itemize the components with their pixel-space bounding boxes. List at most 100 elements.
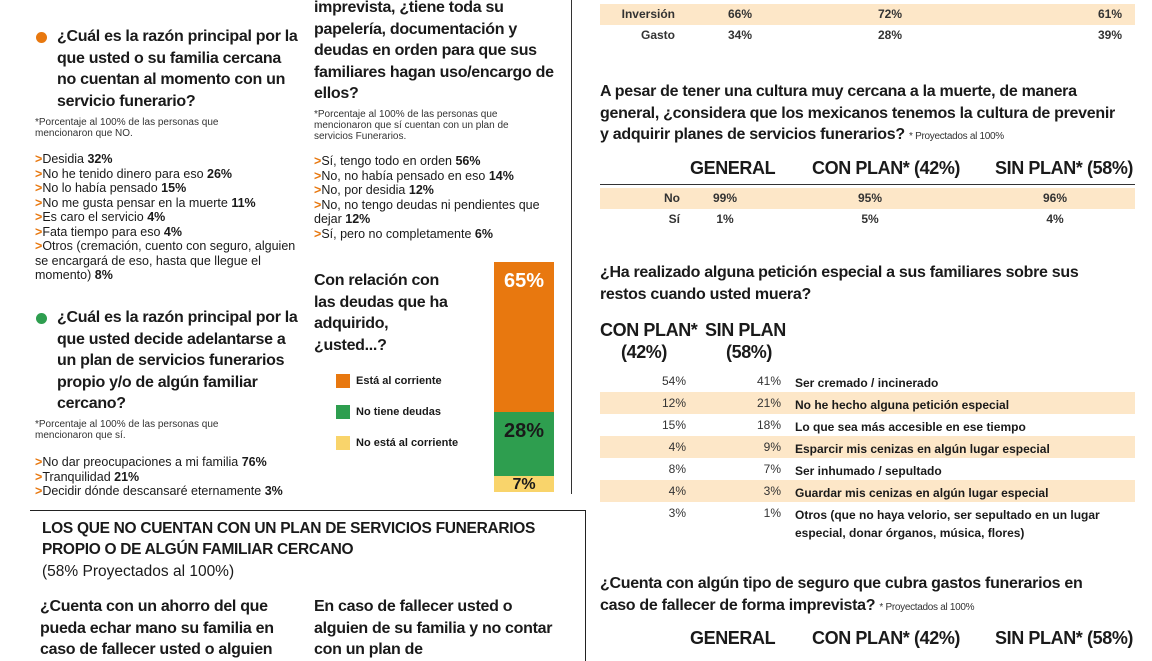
table-cell: 4% bbox=[668, 440, 686, 454]
answer-value: 11% bbox=[231, 195, 256, 210]
answer-list: >Sí, tengo todo en orden 56% >No, no habí… bbox=[314, 154, 559, 241]
answer-text: Ser inhumado / sepultado bbox=[795, 464, 942, 478]
data-label: 65% bbox=[503, 270, 545, 292]
answer: >Otros (cremación, cuento con seguro, al… bbox=[35, 239, 297, 283]
answer: >No, no tengo deudas ni pendientes que d… bbox=[314, 198, 559, 227]
table-cell: No bbox=[664, 191, 680, 205]
table-cell: Gasto bbox=[640, 28, 675, 42]
bullet: > bbox=[314, 183, 322, 197]
answer: >No lo había pensado 15% bbox=[35, 181, 297, 196]
note: *Porcentaje al 100% de las personas que … bbox=[314, 109, 509, 142]
table-cell: 7% bbox=[763, 462, 781, 476]
question: ¿Cuenta con un ahorro del que pueda echa… bbox=[40, 598, 274, 658]
bullet: > bbox=[35, 224, 43, 239]
question: ¿Cuenta con algún tipo de seguro que cub… bbox=[600, 573, 1120, 616]
column-header: (42%) bbox=[620, 342, 667, 362]
table-cell: 95% bbox=[857, 191, 883, 205]
table-cell: 3% bbox=[668, 506, 686, 520]
answer-text: Tranquilidad bbox=[42, 469, 111, 484]
column-header: CON PLAN* (42%) bbox=[812, 628, 961, 648]
table-cell: 39% bbox=[1097, 28, 1123, 42]
column-header: (58%) bbox=[725, 342, 772, 362]
legend-swatch bbox=[336, 436, 350, 450]
column-header: GENERAL bbox=[690, 158, 776, 178]
answer-text: Sí, pero no completamente bbox=[321, 226, 472, 241]
green-bullet bbox=[36, 313, 47, 324]
question: imprevista, ¿tiene toda su papelería, do… bbox=[314, 0, 554, 102]
answer-value: 12% bbox=[408, 183, 434, 197]
table-cell: 21% bbox=[756, 396, 781, 410]
answer-value: 32% bbox=[87, 152, 113, 166]
answer-value: 76% bbox=[241, 455, 267, 469]
answer-text: Otros (que no haya velorio, ser sepultad… bbox=[795, 508, 1100, 540]
table-cell: 5% bbox=[861, 212, 879, 226]
table-header: GENERAL CON PLAN* (42%) SIN PLAN* (58%) bbox=[600, 628, 1135, 654]
question-text: A pesar de tener una cultura muy cercana… bbox=[600, 83, 1115, 143]
answer-text: No he tenido dinero para eso bbox=[42, 166, 204, 181]
answer-value: 3% bbox=[264, 484, 283, 498]
answer-value: 6% bbox=[474, 226, 493, 241]
table-cell: 3% bbox=[763, 484, 781, 498]
answer: >No, por desidia 12% bbox=[314, 183, 559, 198]
answer-value: 15% bbox=[161, 181, 187, 195]
table: Inversión 66% 72% 61% Gasto 34% 28% 39% bbox=[600, 4, 1135, 46]
table-cell: 96% bbox=[1042, 191, 1068, 205]
legend-item: Está al corriente bbox=[336, 374, 486, 405]
answer-value: 4% bbox=[147, 210, 166, 224]
question: ¿Ha realizado alguna petición especial a… bbox=[600, 264, 1079, 303]
answer-text: Esparcir mis cenizas en algún lugar espe… bbox=[795, 442, 1050, 456]
note: *Porcentaje al 100% de las personas que … bbox=[35, 419, 219, 441]
table: CON PLAN* (42%) SIN PLAN (58%) 54% 41% Ser cre… bbox=[600, 320, 1135, 540]
note: *Porcentaje al 100% de las personas que … bbox=[35, 117, 219, 139]
bullet: > bbox=[314, 197, 322, 212]
answer-value: 8% bbox=[94, 268, 113, 282]
question: ¿Cuál es la razón principal por la que u… bbox=[57, 309, 298, 412]
table-row: 54% 41% Ser cremado / incinerado bbox=[600, 370, 1135, 392]
table-cell: 72% bbox=[877, 7, 903, 21]
bar-segment: 28% bbox=[494, 411, 554, 476]
answer-value: 56% bbox=[455, 154, 481, 168]
answer-text: No, no tengo deudas ni pendientes que de… bbox=[314, 197, 540, 227]
answer-value: 4% bbox=[163, 224, 182, 239]
answer: >No me gusta pensar en la muerte 11% bbox=[35, 196, 297, 211]
answer: >Decidir dónde descansaré eternamente 3% bbox=[35, 484, 305, 499]
table-cell: 15% bbox=[661, 418, 686, 432]
answer-text: Desidia bbox=[42, 152, 84, 166]
answer-text: Otros (cremación, cuento con seguro, alg… bbox=[35, 239, 296, 282]
answer-text: Es caro el servicio bbox=[42, 210, 144, 224]
legend-label: No tiene deudas bbox=[356, 406, 441, 418]
answer: >Sí, pero no completamente 6% bbox=[314, 227, 559, 242]
answer-text: Sí, tengo todo en orden bbox=[321, 154, 452, 168]
legend-item: No tiene deudas bbox=[336, 405, 486, 436]
box-title: LOS QUE NO CUENTAN CON UN PLAN DE SERVIC… bbox=[42, 520, 536, 558]
stacked-bar: 65% 28% 7% bbox=[494, 262, 554, 493]
bullet: > bbox=[314, 154, 322, 168]
bar-segment: 7% bbox=[494, 475, 554, 493]
question-text: ¿Cuenta con algún tipo de seguro que cub… bbox=[600, 575, 1083, 614]
answer-text: Fata tiempo para eso bbox=[42, 224, 161, 239]
table-header: CON PLAN* (42%) SIN PLAN (58%) bbox=[600, 320, 1135, 370]
legend-label: Está al corriente bbox=[356, 375, 442, 387]
table-cell: 66% bbox=[727, 7, 753, 21]
table-cell: 99% bbox=[712, 191, 738, 205]
column-header: CON PLAN* (42%) bbox=[812, 158, 961, 178]
table-row: Sí 1% 5% 4% bbox=[600, 209, 1135, 230]
legend-swatch bbox=[336, 374, 350, 388]
table-cell: 1% bbox=[763, 506, 781, 520]
table-row: Inversión 66% 72% 61% bbox=[600, 4, 1135, 25]
bullet: > bbox=[35, 166, 43, 181]
column-header: SIN PLAN bbox=[705, 320, 786, 340]
table-cell: 61% bbox=[1097, 7, 1123, 21]
answer: >No dar preocupaciones a mi familia 76% bbox=[35, 455, 305, 470]
chart-title: Con relación con las deudas que ha adqui… bbox=[314, 272, 448, 354]
table: GENERAL CON PLAN* (42%) SIN PLAN* (58%) No 9… bbox=[600, 158, 1135, 230]
data-label: 7% bbox=[512, 475, 536, 493]
table-cell: 18% bbox=[756, 418, 781, 432]
bullet: > bbox=[35, 469, 43, 484]
table-header: GENERAL CON PLAN* (42%) SIN PLAN* (58%) bbox=[600, 628, 1135, 654]
question: A pesar de tener una cultura muy cercana… bbox=[600, 81, 1120, 146]
table-row: 3% 1% Otros (que no haya velorio, ser sepu… bbox=[600, 502, 1135, 540]
answer-value: 21% bbox=[114, 469, 140, 484]
table-cell: 4% bbox=[668, 484, 686, 498]
